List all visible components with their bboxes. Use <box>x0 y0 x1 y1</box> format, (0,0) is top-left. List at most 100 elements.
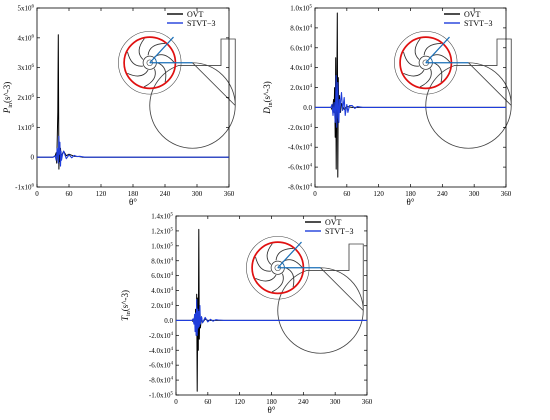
y-tick-label: 3x106 <box>18 64 35 72</box>
y-tick-label: -4.0x104 <box>288 144 313 152</box>
x-tick-label: 360 <box>362 398 373 406</box>
volute-casing <box>277 243 364 354</box>
x-tick-label: 300 <box>330 398 341 406</box>
volute-impeller-schematic <box>246 236 364 354</box>
x-tick-label: 360 <box>224 190 235 198</box>
legend-label: STVT−3 <box>325 227 354 236</box>
x-tick-label: 0 <box>313 190 317 198</box>
angle-line <box>149 36 174 64</box>
impeller-blade <box>147 43 166 56</box>
y-tick-label: -2.0x104 <box>149 332 174 340</box>
impeller-blade <box>285 267 295 288</box>
x-axis-label: θ° <box>129 197 137 207</box>
impeller-blade <box>272 273 284 293</box>
y-axis-label: Tin(s^-3) <box>120 290 132 321</box>
legend-label: OVT <box>464 10 481 19</box>
x-tick-label: 240 <box>160 190 171 198</box>
chart-panel-1: 0 60 120 180 240 300 360-1x10601x1062x1063x106… <box>2 5 236 207</box>
y-tick-label: 0.0 <box>164 317 173 325</box>
y-tick-label: -1x106 <box>15 184 34 192</box>
y-tick-label: 4.0x104 <box>290 64 312 72</box>
y-tick-label: -4.0x104 <box>149 347 174 355</box>
y-tick-label: 1x106 <box>18 124 35 132</box>
angle-line <box>277 241 302 269</box>
series-line-ovt <box>176 228 367 392</box>
chart-panel-3: 0 60 120 180 240 300 360 -1.0x105 -8.0x104 -6.0x1… <box>120 213 373 416</box>
volute-casing <box>425 38 512 149</box>
series-line-stvt-3 <box>176 298 367 336</box>
x-tick-label: 120 <box>96 190 107 198</box>
x-tick-label: 300 <box>469 190 480 198</box>
series-line-stvt-3 <box>37 135 229 167</box>
x-tick-label: 180 <box>128 190 139 198</box>
x-tick-label: 60 <box>66 190 74 198</box>
x-tick-label: 180 <box>405 190 416 198</box>
y-tick-label: 2.0x104 <box>290 84 312 92</box>
y-tick-label: -2.0x104 <box>288 124 313 132</box>
y-axis-label: Din(s^-3) <box>262 81 274 114</box>
impeller-blade <box>414 38 421 60</box>
legend-label: OVT <box>325 218 342 227</box>
y-tick-label: -1.0x105 <box>149 392 174 400</box>
y-tick-label: 1.2x105 <box>151 227 173 235</box>
angle-line <box>425 36 450 64</box>
x-tick-label: 360 <box>501 190 512 198</box>
x-tick-label: 180 <box>266 398 277 406</box>
x-tick-label: 0 <box>174 398 178 406</box>
impeller-blade <box>275 248 294 261</box>
y-tick-label: 1.4x105 <box>151 213 173 221</box>
legend-label: STVT−3 <box>187 19 216 28</box>
angle-arc <box>430 57 433 63</box>
impeller-blade <box>266 243 273 265</box>
y-tick-label: 6.0x104 <box>151 272 173 280</box>
y-tick-label: 4.0x104 <box>151 287 173 295</box>
y-tick-label: 5x106 <box>18 5 35 13</box>
volute-casing <box>149 38 236 149</box>
impeller-blade <box>255 274 277 282</box>
impeller-blade <box>127 69 149 77</box>
impeller-blade <box>433 62 443 83</box>
y-tick-label: 8.0x104 <box>290 24 312 32</box>
y-tick-label: 0.0 <box>303 104 312 112</box>
impeller-blade <box>127 51 143 67</box>
series-line-ovt <box>37 34 229 170</box>
impeller-blade <box>157 62 167 83</box>
y-tick-label: -8.0x104 <box>288 184 313 192</box>
x-tick-label: 120 <box>234 398 245 406</box>
y-tick-label: 1.0x105 <box>290 5 312 13</box>
x-tick-label: 0 <box>35 190 39 198</box>
series-line-stvt-3 <box>315 75 506 128</box>
y-tick-label: -8.0x104 <box>149 377 174 385</box>
impeller-blade <box>403 51 419 67</box>
y-tick-label: -6.0x104 <box>149 362 174 370</box>
impeller-blade <box>138 38 145 60</box>
chart-panel-2: 0 60 120 180 240 300 360 -8.0x104 -6.0x104 -4.0x1… <box>262 5 512 208</box>
y-tick-label: 8.0x104 <box>151 257 173 265</box>
angle-arc <box>282 262 285 268</box>
y-tick-label: 6.0x104 <box>290 44 312 52</box>
y-axis-label: Pin(s^-3) <box>2 82 14 114</box>
x-axis-label: θ° <box>268 405 276 415</box>
impeller-blade <box>144 68 156 88</box>
y-tick-label: 4x106 <box>18 34 35 42</box>
impeller-blade <box>282 259 303 269</box>
impeller-blade <box>154 54 175 64</box>
impeller-blade <box>423 43 442 56</box>
impeller-blade <box>255 256 271 272</box>
impeller-blade <box>403 69 425 77</box>
plot-frame <box>36 7 230 188</box>
x-tick-label: 60 <box>343 190 351 198</box>
volute-impeller-schematic <box>394 31 512 149</box>
x-tick-label: 120 <box>373 190 384 198</box>
x-tick-label: 240 <box>298 398 309 406</box>
y-tick-label: 1.0x105 <box>151 242 173 250</box>
y-tick-label: 0 <box>31 154 35 162</box>
legend-label: OVT <box>187 10 204 19</box>
impeller-blade <box>430 54 451 64</box>
y-tick-label: 2.0x104 <box>151 302 173 310</box>
impeller-blade <box>420 68 432 88</box>
x-tick-label: 60 <box>204 398 212 406</box>
legend-label: STVT−3 <box>464 19 493 28</box>
x-tick-label: 300 <box>192 190 203 198</box>
